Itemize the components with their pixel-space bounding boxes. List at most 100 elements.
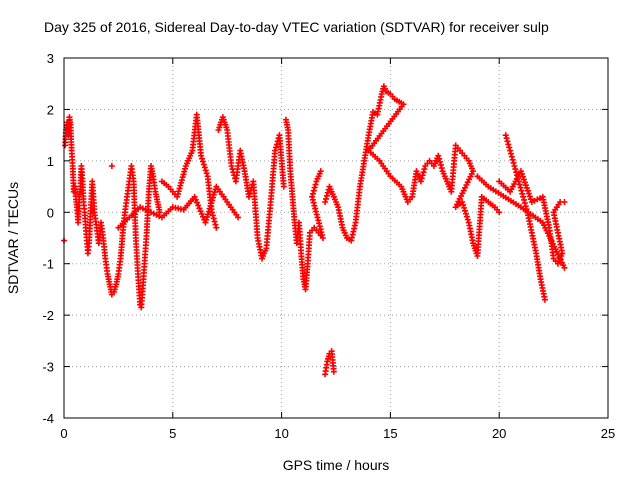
data-point-marker (442, 175, 449, 182)
data-point-marker (67, 119, 74, 126)
y-tick-label: 0 (47, 205, 54, 220)
data-point-marker (469, 237, 476, 244)
data-point-marker (229, 166, 236, 173)
data-point-marker (507, 150, 514, 157)
data-point-marker (385, 170, 392, 177)
y-tick-label: -4 (42, 411, 54, 426)
data-point-marker (389, 93, 396, 100)
data-point-marker (119, 232, 126, 239)
data-point-marker (213, 224, 220, 231)
data-point-marker (102, 252, 109, 259)
data-point-marker (360, 160, 367, 167)
data-point-marker (228, 160, 235, 166)
data-point-marker (199, 158, 206, 165)
data-point-marker (519, 190, 526, 197)
data-point-marker (262, 247, 269, 254)
data-point-marker (518, 170, 525, 177)
data-point-marker (517, 184, 524, 191)
data-point-marker (469, 165, 475, 172)
chart-title: Day 325 of 2016, Sidereal Day-to-day VTE… (44, 19, 549, 35)
data-point-marker (330, 365, 337, 372)
data-point-marker (457, 200, 464, 207)
data-point-marker (356, 186, 363, 193)
y-tick-label: -1 (42, 257, 54, 272)
data-point-marker (463, 213, 470, 220)
data-point-marker (197, 149, 204, 156)
data-point-marker (483, 197, 490, 204)
x-tick-label: 5 (169, 426, 176, 441)
data-point-marker (284, 124, 291, 131)
data-point-marker (254, 232, 261, 239)
data-point-marker (329, 191, 336, 198)
data-point-marker (81, 205, 88, 212)
data-point-marker (396, 181, 403, 188)
data-point-marker (280, 180, 287, 187)
data-point-marker (91, 206, 98, 213)
data-point-marker (378, 93, 385, 100)
data-point-marker (68, 144, 75, 151)
data-point-marker (145, 208, 152, 214)
data-point-marker (177, 206, 184, 213)
data-point-marker (209, 212, 216, 219)
data-point-marker (167, 206, 174, 213)
data-point-marker (316, 170, 323, 177)
data-point-marker (69, 159, 76, 166)
data-point-marker (139, 294, 146, 301)
y-axis-label: SDTVAR / TECUs (5, 182, 21, 294)
data-point-marker (561, 199, 568, 205)
data-point-marker (309, 190, 316, 197)
data-point-marker (278, 155, 285, 161)
data-point-marker (311, 184, 318, 191)
x-tick-label: 0 (60, 426, 67, 441)
data-point-marker (240, 165, 247, 172)
data-point-marker (510, 159, 517, 166)
data-point-marker (502, 132, 509, 139)
data-point-marker (86, 222, 93, 229)
data-point-marker (519, 173, 526, 180)
data-point-marker (108, 163, 115, 169)
data-point-marker (124, 216, 131, 223)
data-point-marker (323, 192, 330, 199)
data-point-marker (310, 187, 317, 194)
data-point-marker (406, 196, 413, 203)
y-tick-label: -2 (42, 308, 54, 323)
data-point-marker (223, 124, 230, 131)
data-point-marker (526, 193, 533, 200)
points-layer (61, 83, 568, 378)
data-point-marker (454, 145, 461, 151)
data-point-marker (437, 158, 444, 165)
data-point-marker (512, 166, 519, 173)
data-point-marker (322, 195, 329, 202)
data-point-marker (130, 175, 137, 182)
data-point-marker (291, 216, 298, 223)
plot-frame (63, 57, 609, 419)
x-axis-label: GPS time / hours (283, 457, 390, 473)
data-point-marker (523, 184, 530, 191)
data-point-marker (297, 247, 304, 254)
data-point-marker (145, 191, 152, 198)
data-point-marker (222, 196, 229, 203)
data-point-marker (521, 196, 528, 203)
data-point-marker (271, 150, 278, 157)
data-point-marker (550, 252, 557, 259)
data-point-marker (267, 202, 274, 209)
data-point-marker (149, 170, 156, 177)
data-point-marker (82, 221, 89, 228)
data-point-marker (143, 232, 150, 239)
data-point-marker (532, 247, 539, 254)
data-point-marker (93, 221, 100, 228)
data-point-marker (132, 232, 139, 239)
x-axis: 0 5 10 15 20 25 (60, 58, 615, 441)
y-tick-label: 2 (47, 102, 54, 117)
data-point-marker (104, 267, 111, 274)
data-point-marker (541, 293, 548, 300)
data-point-marker (518, 187, 525, 194)
data-point-marker (489, 202, 496, 209)
y-axis: -4 -3 -2 -1 0 1 2 3 (42, 51, 608, 426)
data-point-marker (420, 169, 427, 176)
data-point-marker (463, 155, 470, 162)
data-point-marker (289, 191, 296, 197)
data-point-marker (365, 135, 372, 141)
data-point-marker (419, 172, 426, 179)
data-point-marker (503, 135, 510, 142)
